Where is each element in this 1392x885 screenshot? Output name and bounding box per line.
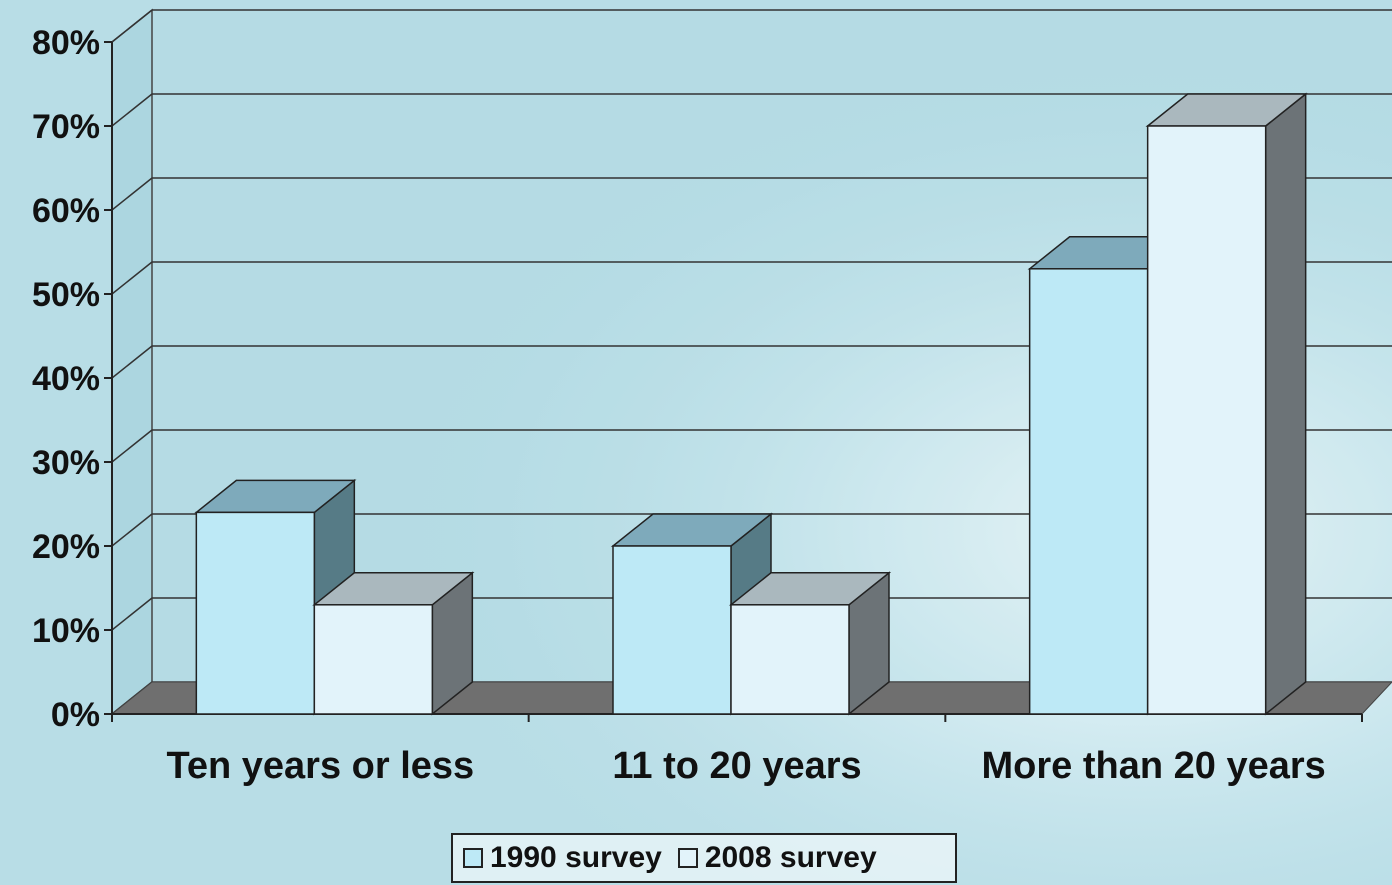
y-tick-label: 40% [32,360,100,398]
gridline-depth [111,9,153,43]
bar-ten-years-or-less-1990-survey [195,511,316,715]
y-tick-label: 50% [32,276,100,314]
bar-more-than-20-years-1990-survey [1028,268,1149,715]
y-tick-label: 80% [32,24,100,62]
y-tick-label: 10% [32,612,100,650]
legend-label-2008: 2008 survey [704,841,877,874]
bar-more-than-20-years-2008-survey-side [1264,92,1307,716]
gridline-depth [111,429,153,463]
x-tick-label: More than 20 years [982,745,1326,787]
y-tick-label: 70% [32,108,100,146]
x-tick-label: 11 to 20 years [612,745,861,787]
legend: 1990 survey 2008 survey [451,833,957,883]
bar-11-to-20-years-2008-survey [730,604,850,715]
gridline-depth [111,261,153,295]
gridline-depth [111,93,153,127]
gridline-depth [111,513,153,547]
bar-more-than-20-years-2008-survey [1146,125,1267,715]
legend-item-1990: 1990 survey [463,841,662,875]
y-tick-label: 30% [32,444,100,482]
gridline-depth [111,177,153,211]
legend-swatch-1990 [463,848,483,868]
gridline-depth [111,345,153,379]
y-tick-label: 0% [51,696,100,734]
bar-ten-years-or-less-2008-survey [313,604,434,715]
legend-item-2008: 2008 survey [677,841,877,875]
y-tick-label: 20% [32,528,100,566]
bar-11-to-20-years-1990-survey [612,545,732,715]
y-tick-label: 60% [32,192,100,230]
legend-label-1990: 1990 survey [490,841,662,874]
legend-swatch-2008 [677,848,698,868]
x-tick-label: Ten years or less [166,745,474,787]
gridline-depth [111,597,153,631]
